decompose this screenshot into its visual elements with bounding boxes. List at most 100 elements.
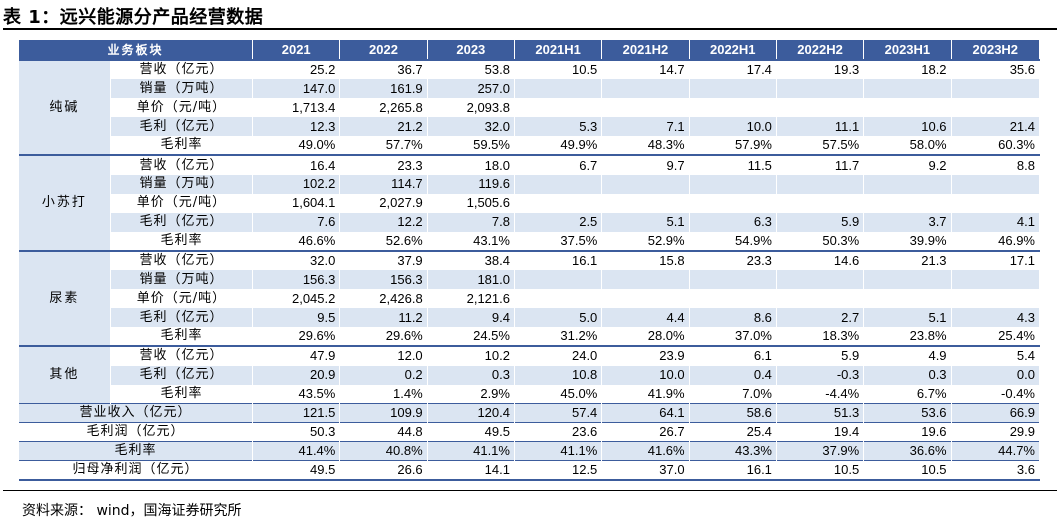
table-cell: 5.9 (776, 346, 865, 366)
total-label: 毛利率 (19, 441, 254, 461)
table-row: 销量（万吨） 156.3 156.3 181.0 (19, 270, 1041, 290)
table-cell (601, 79, 690, 99)
table-cell: 25.4% (951, 327, 1041, 347)
table-cell: 19.6 (863, 422, 952, 442)
table-cell: 9.7 (601, 155, 690, 175)
table-cell: 25.2 (252, 60, 341, 80)
table-cell: 24.0 (514, 346, 603, 366)
table-cell: 37.0% (689, 327, 777, 347)
table-cell: 8.8 (951, 155, 1041, 175)
table-cell (601, 193, 690, 213)
segment-name: 小苏打 (19, 155, 111, 251)
table-cell: 50.3% (776, 231, 865, 251)
table-row: 毛利率 43.5% 1.4% 2.9% 45.0% 41.9% 7.0% -4.4% 6.7% -… (19, 384, 1041, 404)
table-cell: 257.0 (427, 79, 515, 99)
table-cell: 2,426.8 (339, 289, 428, 309)
table-cell: 51.3 (776, 403, 865, 423)
table-cell: 19.3 (776, 60, 865, 80)
table-cell (601, 98, 690, 118)
table-cell: -4.4% (776, 384, 865, 404)
table-cell: 37.9 (339, 250, 428, 271)
table-cell: 12.0 (339, 346, 428, 366)
segment-name: 纯碱 (19, 60, 111, 156)
table-cell: 17.4 (689, 60, 777, 80)
table-cell: 161.9 (339, 79, 428, 99)
table-cell: 2,265.8 (339, 98, 428, 118)
metric-label: 销量（万吨） (110, 79, 254, 99)
table-cell: 120.4 (427, 403, 515, 423)
table-row: 毛利率 46.6% 52.6% 43.1% 37.5% 52.9% 54.9% 50.3% 39… (19, 231, 1041, 251)
table-cell: 1.4% (339, 384, 428, 404)
table-cell (951, 193, 1041, 213)
table-cell: 21.3 (863, 250, 952, 271)
table-cell (776, 174, 865, 194)
table-cell (514, 270, 603, 290)
table-cell (951, 289, 1041, 309)
table-cell: 156.3 (252, 270, 341, 290)
table-cell: 44.8 (339, 422, 428, 442)
metric-label: 毛利率 (110, 231, 254, 251)
table-cell: 29.6% (252, 327, 341, 347)
table-cell: 10.8 (514, 365, 603, 385)
table-cell: 109.9 (339, 403, 428, 423)
table-cell (689, 270, 777, 290)
table-cell (951, 79, 1041, 99)
table-cell: 12.3 (252, 117, 341, 137)
header-corner: 业务板块 (19, 40, 254, 60)
table-cell: 114.7 (339, 174, 428, 194)
table-cell: 11.7 (776, 155, 865, 175)
table-cell: 5.9 (776, 212, 865, 232)
table-cell: 46.6% (252, 231, 341, 251)
metric-label: 毛利（亿元） (110, 365, 254, 385)
table-cell: 3.6 (951, 460, 1041, 481)
table-row: 纯碱 营收（亿元） 25.2 36.7 53.8 10.5 14.7 17.4 19.3 18.2… (19, 60, 1041, 156)
table-cell: 57.9% (689, 136, 777, 156)
table-cell: 147.0 (252, 79, 341, 99)
table-cell: 43.3% (689, 441, 777, 461)
column-header: 2021 (252, 40, 341, 60)
table-cell: 4.9 (863, 346, 952, 366)
table-cell: 0.2 (339, 365, 428, 385)
table-cell (689, 79, 777, 99)
table-cell: 2.7 (776, 308, 865, 328)
segment-group: 小苏打 营收（亿元） 16.4 23.3 18.0 6.7 9.7 11.5 11.7 9.2 8.… (19, 155, 1041, 251)
table-cell: 18.3% (776, 327, 865, 347)
table-cell (601, 270, 690, 290)
table-cell (601, 289, 690, 309)
table-cell: 58.0% (863, 136, 952, 156)
table-cell: 41.1% (514, 441, 603, 461)
table-row: 毛利率 49.0% 57.7% 59.5% 49.9% 48.3% 57.9% 57.5% 58… (19, 136, 1041, 156)
table-cell: 10.6 (863, 117, 952, 137)
table-row: 小苏打 营收（亿元） 16.4 23.3 18.0 6.7 9.7 11.5 11.7 9.2 8.… (19, 155, 1041, 251)
table-cell (951, 270, 1041, 290)
table-cell: 2,093.8 (427, 98, 515, 118)
table-cell: -0.4% (951, 384, 1041, 404)
table-cell: 7.8 (427, 212, 515, 232)
table-cell: 41.6% (601, 441, 690, 461)
table-cell: 36.7 (339, 60, 428, 80)
table-cell: 23.6 (514, 422, 603, 442)
table-cell: 49.9% (514, 136, 603, 156)
table-cell (863, 270, 952, 290)
title-bar: 表 1：远兴能源分产品经营数据 (3, 0, 1057, 30)
table-row: 单价（元/吨） 2,045.2 2,426.8 2,121.6 (19, 289, 1041, 309)
table-cell: 1,505.6 (427, 193, 515, 213)
column-header: 2022H1 (689, 40, 777, 60)
table-cell: 37.5% (514, 231, 603, 251)
table-cell: 39.9% (863, 231, 952, 251)
table-cell: 28.0% (601, 327, 690, 347)
table-cell: 9.2 (863, 155, 952, 175)
metric-label: 营收（亿元） (110, 346, 254, 366)
table-cell: 19.4 (776, 422, 865, 442)
table-cell: 16.1 (514, 250, 603, 271)
table-cell: 119.6 (427, 174, 515, 194)
table-row: 单价（元/吨） 1,713.4 2,265.8 2,093.8 (19, 98, 1041, 118)
table-cell: 21.2 (339, 117, 428, 137)
table-row: 销量（万吨） 102.2 114.7 119.6 (19, 174, 1041, 194)
table-cell: 10.0 (601, 365, 690, 385)
table-cell (514, 289, 603, 309)
table-cell: 1,604.1 (252, 193, 341, 213)
table-cell: 26.7 (601, 422, 690, 442)
metric-label: 销量（万吨） (110, 174, 254, 194)
table-cell: 6.7% (863, 384, 952, 404)
